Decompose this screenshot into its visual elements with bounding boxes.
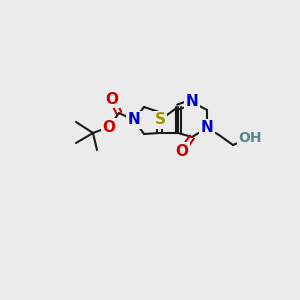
Text: N: N: [201, 121, 213, 136]
Text: O: O: [103, 119, 116, 134]
Text: S: S: [154, 112, 166, 128]
Text: O: O: [176, 143, 188, 158]
Text: OH: OH: [238, 131, 262, 145]
Text: N: N: [128, 112, 140, 128]
Text: N: N: [186, 94, 198, 110]
Text: O: O: [106, 92, 118, 106]
